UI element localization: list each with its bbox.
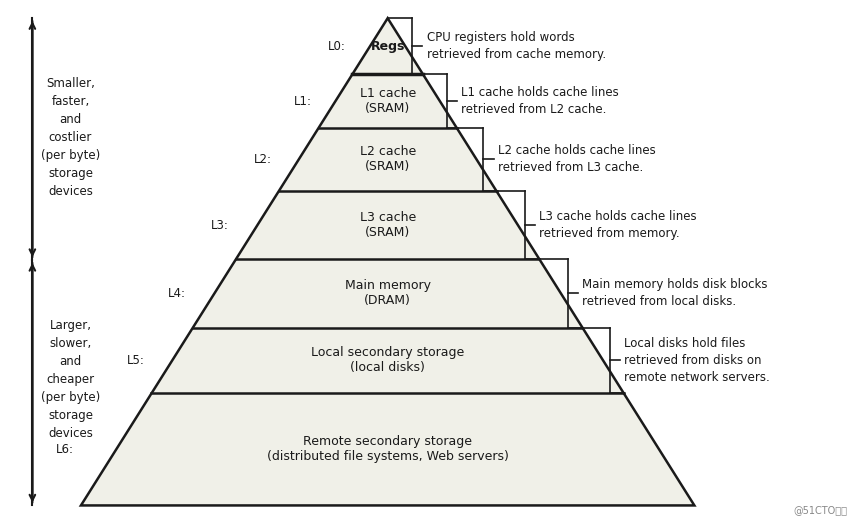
Text: Regs: Regs [371,40,405,53]
Text: @51CTO博客: @51CTO博客 [794,505,848,515]
Text: L5:: L5: [127,354,145,367]
Text: Remote secondary storage
(distributed file systems, Web servers): Remote secondary storage (distributed fi… [267,435,509,463]
Polygon shape [81,18,694,505]
Text: L0:: L0: [328,40,346,53]
Text: CPU registers hold words
retrieved from cache memory.: CPU registers hold words retrieved from … [427,31,606,61]
Text: L3 cache
(SRAM): L3 cache (SRAM) [360,211,416,239]
Text: L3:: L3: [211,219,229,232]
Text: L6:: L6: [56,443,74,456]
Text: L2 cache holds cache lines
retrieved from L3 cache.: L2 cache holds cache lines retrieved fro… [498,145,656,175]
Text: Larger,
slower,
and
cheaper
(per byte)
storage
devices: Larger, slower, and cheaper (per byte) s… [41,319,101,440]
Text: L1 cache
(SRAM): L1 cache (SRAM) [360,87,416,115]
Text: Local disks hold files
retrieved from disks on
remote network servers.: Local disks hold files retrieved from di… [625,337,770,384]
Text: Main memory
(DRAM): Main memory (DRAM) [345,279,430,307]
Text: L1:: L1: [294,95,312,108]
Text: L3 cache holds cache lines
retrieved from memory.: L3 cache holds cache lines retrieved fro… [539,210,697,240]
Text: Smaller,
faster,
and
costlier
(per byte)
storage
devices: Smaller, faster, and costlier (per byte)… [41,77,101,198]
Text: L1 cache holds cache lines
retrieved from L2 cache.: L1 cache holds cache lines retrieved fro… [461,86,619,116]
Text: L2:: L2: [254,153,272,166]
Text: L2 cache
(SRAM): L2 cache (SRAM) [360,146,416,174]
Text: L4:: L4: [168,287,186,300]
Text: Local secondary storage
(local disks): Local secondary storage (local disks) [311,346,464,374]
Text: Main memory holds disk blocks
retrieved from local disks.: Main memory holds disk blocks retrieved … [582,279,768,308]
